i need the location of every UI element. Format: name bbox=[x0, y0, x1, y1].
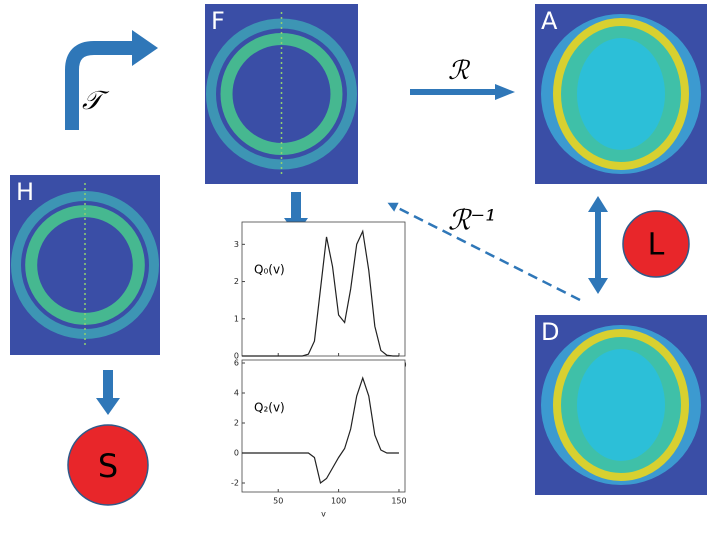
plot-frame bbox=[242, 360, 405, 492]
disk-core bbox=[577, 349, 665, 461]
panel-label: D bbox=[541, 318, 559, 346]
panel: D bbox=[535, 315, 707, 495]
operator-r-inverse: ℛ⁻¹ bbox=[448, 204, 496, 237]
plot-frame bbox=[242, 222, 405, 356]
arrow-head bbox=[495, 84, 515, 100]
panel: F bbox=[205, 4, 358, 184]
panel: H bbox=[10, 175, 160, 355]
disk-core bbox=[577, 38, 665, 150]
panel-label: F bbox=[211, 7, 225, 35]
circle-label: L bbox=[648, 228, 665, 263]
panel: A bbox=[535, 4, 707, 184]
panel-label: H bbox=[16, 178, 34, 206]
y-tick-label: -2 bbox=[231, 479, 239, 488]
x-tick-label: 150 bbox=[391, 497, 406, 506]
y-tick-label: 6 bbox=[234, 359, 239, 368]
arrow-head bbox=[132, 30, 158, 66]
x-tick-label: 100 bbox=[331, 497, 346, 506]
circle-label: S bbox=[98, 447, 118, 485]
operator-t: 𝒯 bbox=[82, 86, 110, 116]
x-axis-label: v bbox=[321, 510, 326, 519]
series-label: Q₂(v) bbox=[254, 401, 285, 415]
series-label: Q₀(v) bbox=[254, 263, 285, 277]
x-tick-label: 50 bbox=[273, 497, 283, 506]
operator-r: ℛ bbox=[448, 56, 471, 86]
y-tick-label: 1 bbox=[234, 314, 239, 323]
figure: FAHD 𝒯 ℛ ℛ⁻¹ L S 012350100150Q₀(v)-20246… bbox=[0, 0, 707, 531]
arrow-head bbox=[96, 398, 120, 415]
y-tick-label: 0 bbox=[234, 449, 239, 458]
panel-label: A bbox=[541, 7, 558, 35]
y-tick-label: 2 bbox=[234, 277, 239, 286]
y-tick-label: 2 bbox=[234, 419, 239, 428]
y-tick-label: 4 bbox=[234, 389, 239, 398]
y-tick-label: 3 bbox=[234, 240, 239, 249]
